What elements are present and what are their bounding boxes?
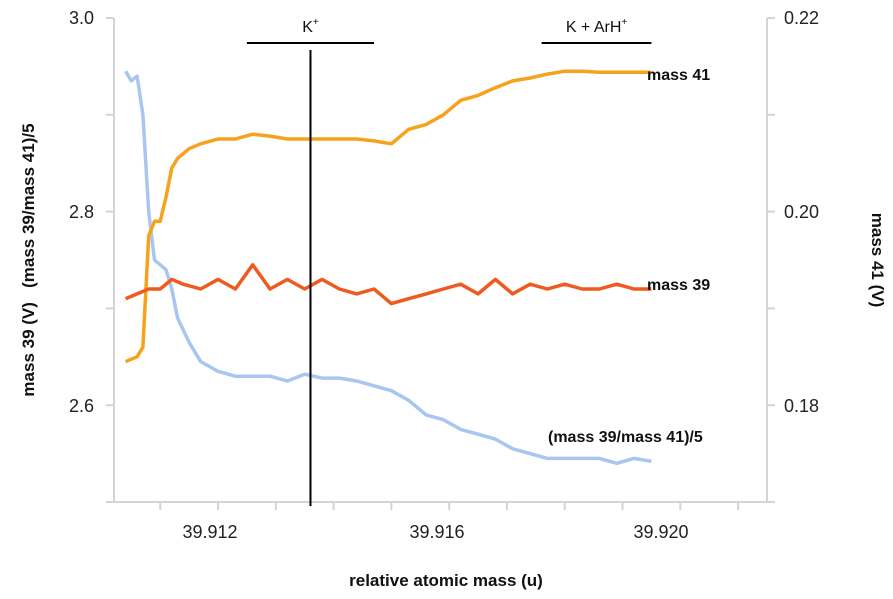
x-tick-label: 39.916 [409,522,464,542]
series-line-mass41 [124,69,652,364]
y-left-tick-label: 2.8 [69,202,94,222]
axis-ticks [106,17,775,510]
y-right-tick-label: 0.22 [784,8,819,28]
series-label-mass39: mass 39 [647,277,710,294]
y-left-axis-title: mass 39 (V) (mass 39/mass 41)/5 [19,123,38,396]
y-right-axis-title: mass 41 (V) [868,213,887,308]
x-tick-label: 39.912 [182,522,237,542]
k-arh-label: K + ArH+ [566,17,628,36]
series-line-ratio [124,70,652,466]
y-right-tick-label: 0.18 [784,396,819,416]
x-tick-label: 39.920 [633,522,688,542]
series-line-mass39 [124,263,652,306]
y-left-tick-label: 3.0 [69,8,94,28]
k-plus-label: K+ [302,17,319,36]
series-label-ratio: (mass 39/mass 41)/5 [548,429,703,446]
y-left-tick-label: 2.6 [69,396,94,416]
x-axis-title: relative atomic mass (u) [349,571,543,590]
y-right-tick-label: 0.20 [784,202,819,222]
series-label-mass41: mass 41 [647,67,710,84]
